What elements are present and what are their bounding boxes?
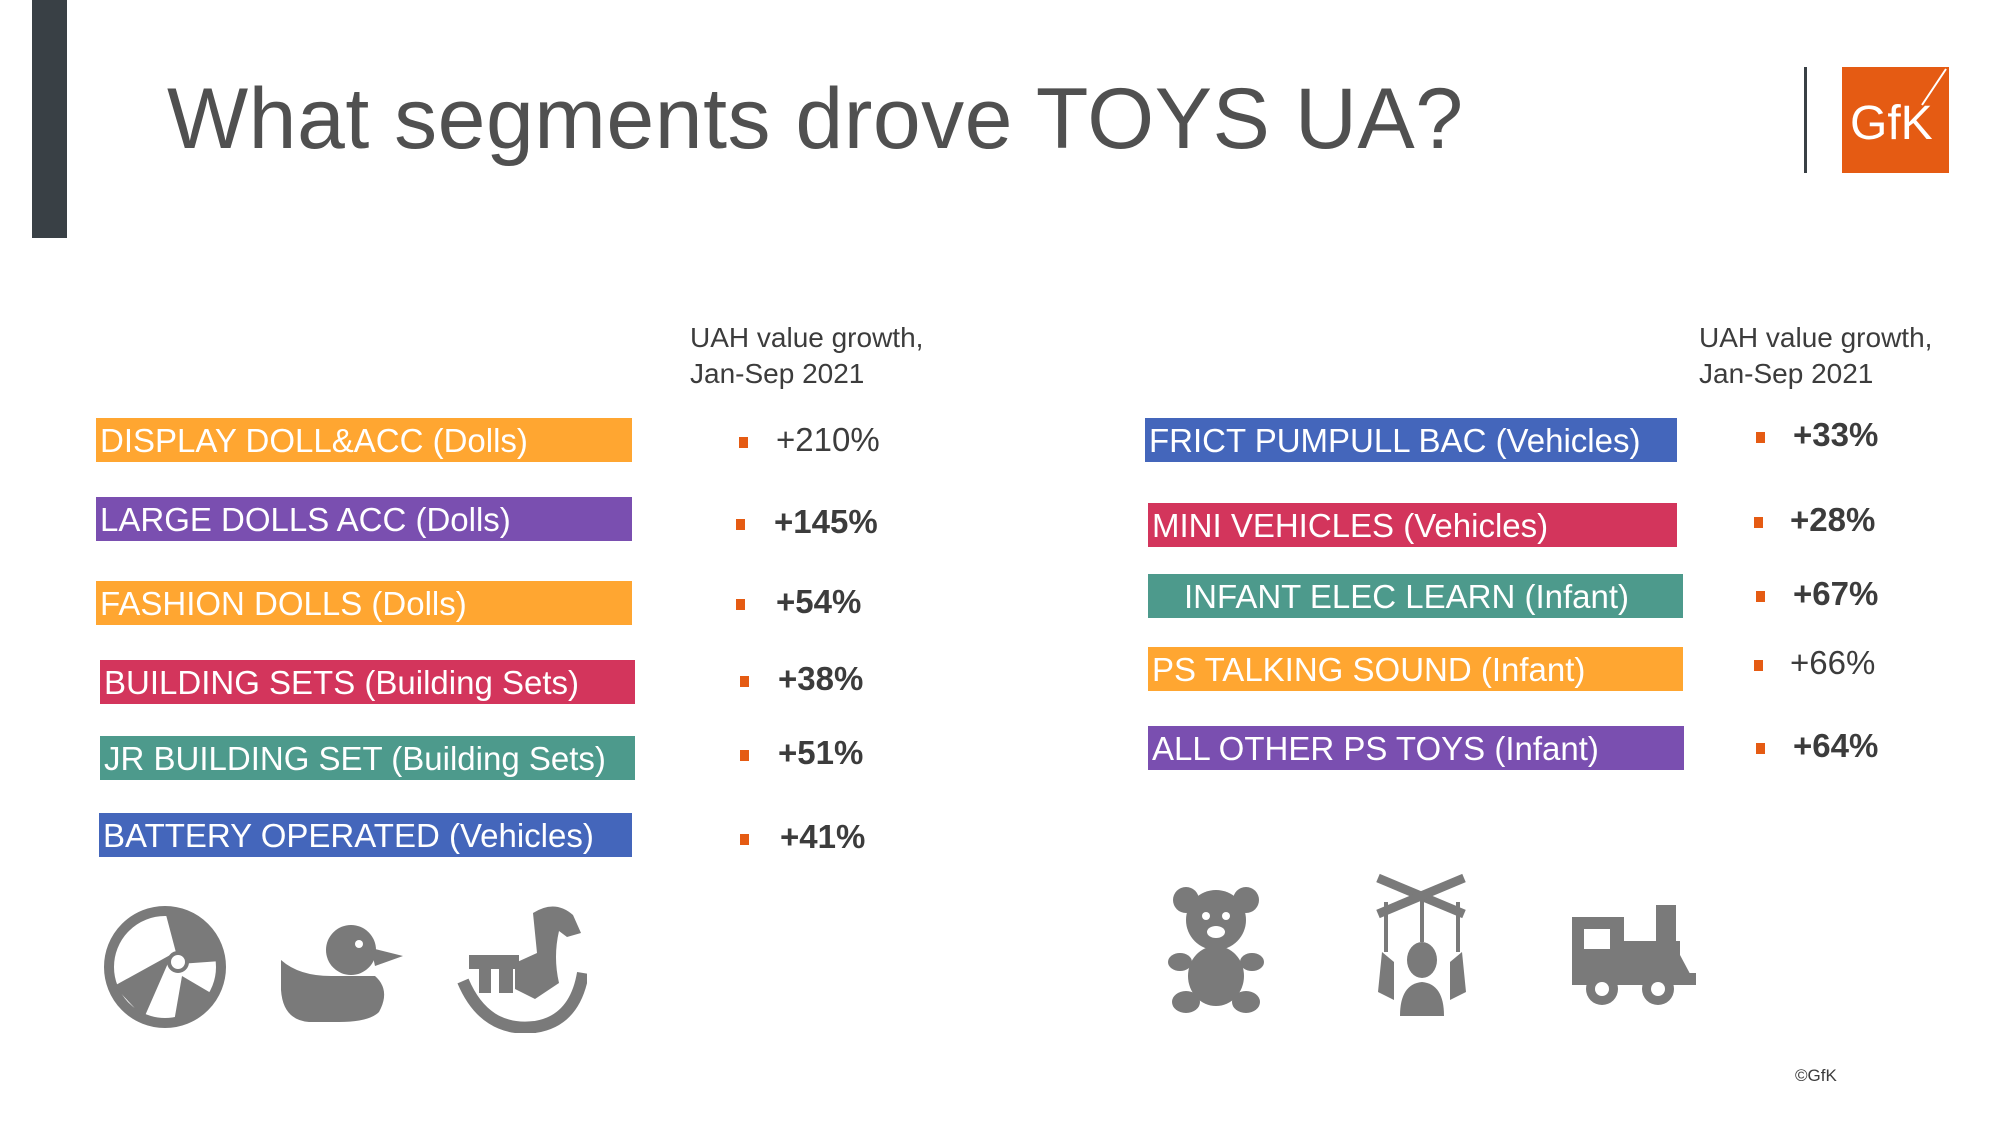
growth-value: +145% [774,503,878,540]
growth-value: +28% [1790,501,1876,538]
bullet [736,599,745,610]
accent-bar [32,0,67,238]
bullet [740,676,749,687]
bullet [740,750,749,761]
left-header: UAH value growth, Jan-Sep 2021 [690,320,923,392]
page-title: What segments drove TOYS UA? [167,71,1464,167]
rubber-duck-icon [281,925,403,1022]
bullet [1754,660,1763,671]
toy-train-icon [1572,905,1696,1005]
segment-bar-building-sets: BUILDING SETS (Building Sets) [100,660,635,704]
growth-value: +38% [778,660,864,697]
segment-bar-all-other-ps-toys: ALL OTHER PS TOYS (Infant) [1148,726,1684,770]
bullet [1756,591,1765,602]
bullet [1754,517,1763,528]
gfk-logo: GfK [1842,67,1949,173]
segment-bar-mini-vehicles: MINI VEHICLES (Vehicles) [1148,503,1677,547]
segment-bar-frict-pumpull: FRICT PUMPULL BAC (Vehicles) [1145,418,1677,462]
bullet [739,437,748,448]
right-header: UAH value growth, Jan-Sep 2021 [1699,320,1932,392]
copyright: ©GfK [1795,1066,1837,1085]
growth-value: +33% [1793,416,1879,453]
segment-bar-fashion-dolls: FASHION DOLLS (Dolls) [96,581,632,625]
growth-value: +51% [778,734,864,771]
bullet [736,519,745,530]
bullet [1756,743,1765,754]
segment-bar-ps-talking-sound: PS TALKING SOUND (Infant) [1148,647,1683,691]
beach-ball-icon [104,906,226,1028]
right-header-line1: UAH value growth, [1699,322,1933,353]
left-header-line1: UAH value growth, [690,322,924,353]
bullet [740,834,749,845]
bullet [1756,432,1765,443]
left-header-line2: Jan-Sep 2021 [690,358,865,389]
segment-bar-jr-building-set: JR BUILDING SET (Building Sets) [100,736,635,780]
right-header-line2: Jan-Sep 2021 [1699,358,1874,389]
segment-bar-large-dolls: LARGE DOLLS ACC (Dolls) [96,497,632,541]
logo-divider [1804,67,1807,173]
rocking-horse-icon [457,906,587,1033]
growth-value: +54% [776,583,862,620]
growth-value: +41% [780,818,866,855]
growth-value: +64% [1793,727,1879,764]
growth-value: +67% [1793,575,1879,612]
teddy-bear-icon [1168,887,1264,1013]
growth-value: +66% [1790,644,1876,681]
marionette-icon [1376,873,1466,1016]
segment-bar-display-doll: DISPLAY DOLL&ACC (Dolls) [96,418,632,462]
growth-value: +210% [776,421,880,458]
segment-bar-infant-elec-learn: INFANT ELEC LEARN (Infant) [1148,574,1683,618]
svg-text:GfK: GfK [1850,97,1933,150]
segment-bar-battery-operated: BATTERY OPERATED (Vehicles) [99,813,632,857]
